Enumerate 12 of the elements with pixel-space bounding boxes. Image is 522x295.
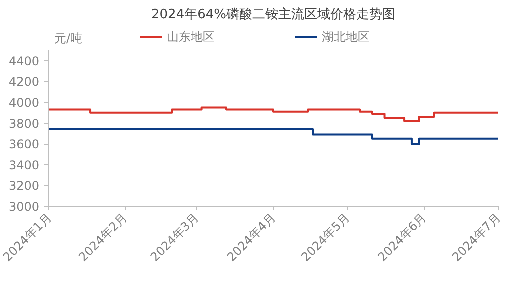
y-tick-label: 3400	[8, 158, 40, 172]
y-axis-title: 元/吨	[54, 32, 83, 46]
legend-label: 山东地区	[167, 28, 215, 46]
legend-label: 湖北地区	[322, 28, 370, 46]
y-tick-label: 4200	[8, 75, 40, 90]
y-tick-label: 4400	[8, 54, 40, 68]
y-tick-label: 3600	[8, 138, 40, 152]
chart-title: 2024年64%磷酸二铵主流区域价格走势图	[152, 6, 396, 22]
y-tick-label: 4000	[8, 96, 40, 110]
y-tick-label: 3200	[8, 179, 40, 194]
y-tick-label: 3800	[8, 116, 40, 131]
y-tick-label: 3000	[8, 200, 40, 214]
